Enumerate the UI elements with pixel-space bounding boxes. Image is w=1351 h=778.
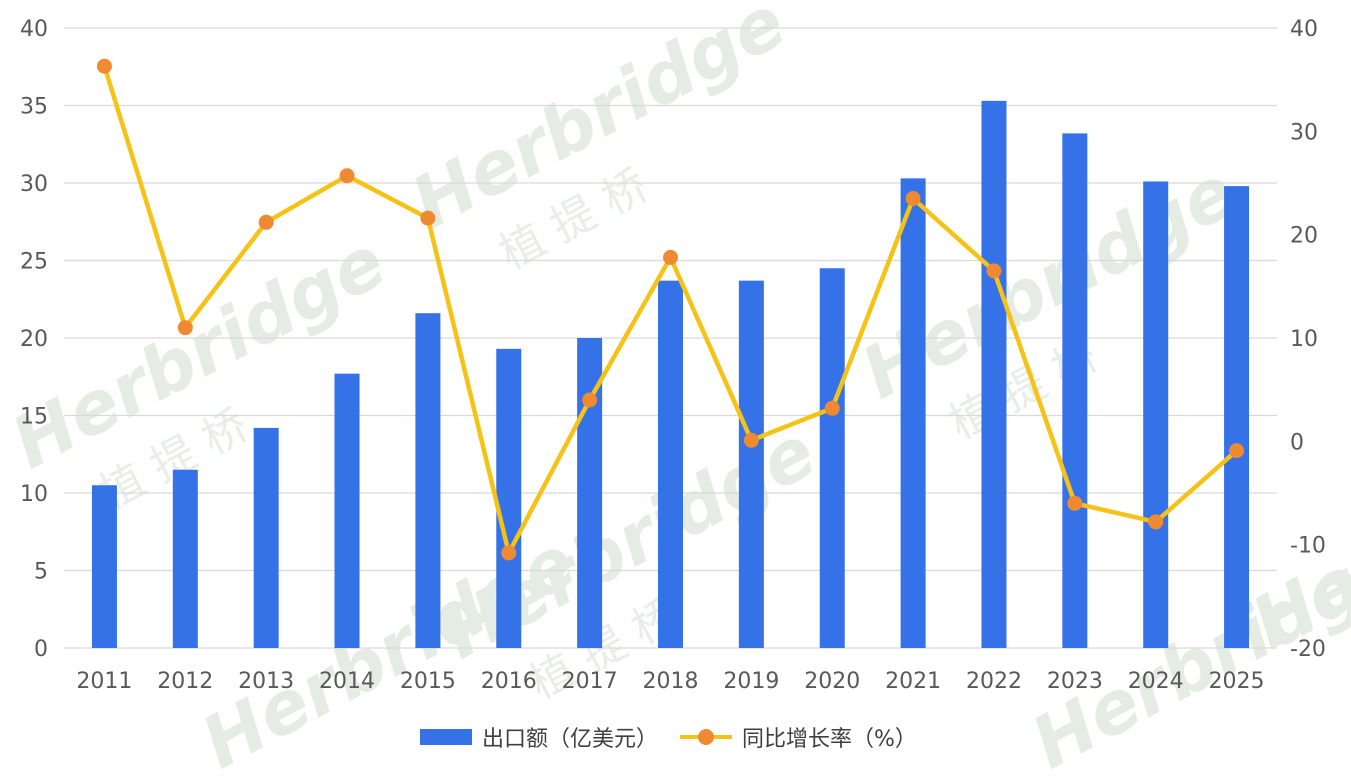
bar xyxy=(172,469,198,648)
bar xyxy=(981,100,1007,649)
left-tick-label: 35 xyxy=(20,95,48,120)
line-point xyxy=(582,392,598,408)
line-point xyxy=(663,249,678,265)
right-tick-label: -20 xyxy=(1290,637,1326,662)
bar xyxy=(1143,181,1169,648)
x-tick-label: 2022 xyxy=(966,669,1022,694)
left-tick-label: 20 xyxy=(20,327,48,352)
x-tick-label: 2015 xyxy=(400,669,456,694)
x-axis: 2011 2012 2013 2014 2015 2016 2017 2018 2019 2020… xyxy=(76,669,1264,694)
line-point xyxy=(501,545,517,561)
line-point xyxy=(339,168,355,184)
x-tick-label: 2019 xyxy=(723,669,779,694)
x-tick-label: 2016 xyxy=(481,669,537,694)
right-tick-label: 10 xyxy=(1290,327,1318,352)
bar xyxy=(91,485,117,648)
x-tick-label: 2025 xyxy=(1209,669,1265,694)
left-tick-label: 10 xyxy=(20,482,48,507)
line-point xyxy=(1148,514,1164,530)
x-tick-label: 2024 xyxy=(1128,669,1184,694)
left-tick-label: 30 xyxy=(20,172,48,197)
legend-line-marker xyxy=(698,729,714,745)
bar xyxy=(658,280,683,648)
x-tick-label: 2023 xyxy=(1047,669,1103,694)
left-tick-label: 0 xyxy=(34,637,48,662)
legend-line-label: 同比增长率（%） xyxy=(742,727,917,752)
left-tick-label: 40 xyxy=(20,17,48,42)
line-series xyxy=(96,58,1245,561)
legend-bar-label: 出口额（亿美元） xyxy=(482,727,658,752)
line-point xyxy=(905,191,921,206)
line-point xyxy=(420,210,436,226)
bar xyxy=(1062,133,1088,648)
legend: 出口额（亿美元） 同比增长率（%） xyxy=(420,727,917,752)
right-axis: -20 -10 0 10 20 30 40 xyxy=(1290,17,1326,662)
bar xyxy=(1224,186,1250,648)
line-point xyxy=(743,432,759,448)
right-tick-label: 30 xyxy=(1290,120,1318,145)
legend-bar-swatch xyxy=(420,729,472,745)
right-tick-label: -10 xyxy=(1290,534,1326,559)
x-tick-label: 2021 xyxy=(885,669,941,694)
bar xyxy=(819,268,845,648)
line-point xyxy=(986,263,1002,279)
bar xyxy=(253,427,279,648)
right-tick-label: 0 xyxy=(1290,430,1304,455)
line-point xyxy=(1229,443,1245,459)
bar xyxy=(415,313,441,648)
x-tick-label: 2014 xyxy=(319,669,375,694)
x-tick-label: 2012 xyxy=(157,669,213,694)
x-tick-label: 2018 xyxy=(643,669,699,694)
x-tick-label: 2017 xyxy=(562,669,618,694)
left-axis: 0 5 10 15 20 25 30 35 40 xyxy=(20,17,48,662)
bar xyxy=(496,348,522,648)
line-point xyxy=(824,400,840,416)
line-point xyxy=(96,58,112,74)
right-tick-label: 20 xyxy=(1290,224,1318,249)
bar xyxy=(900,178,926,648)
x-tick-label: 2011 xyxy=(76,669,132,694)
line-point xyxy=(258,214,274,230)
left-tick-label: 5 xyxy=(34,560,48,585)
left-tick-label: 25 xyxy=(20,250,48,275)
left-tick-label: 15 xyxy=(20,405,48,430)
bar xyxy=(334,373,360,648)
x-tick-label: 2020 xyxy=(804,669,860,694)
right-tick-label: 40 xyxy=(1290,17,1318,42)
line-point xyxy=(1067,495,1083,511)
x-tick-label: 2013 xyxy=(238,669,294,694)
bar xyxy=(738,280,764,648)
bar-series xyxy=(91,100,1250,649)
line-point xyxy=(177,320,193,336)
